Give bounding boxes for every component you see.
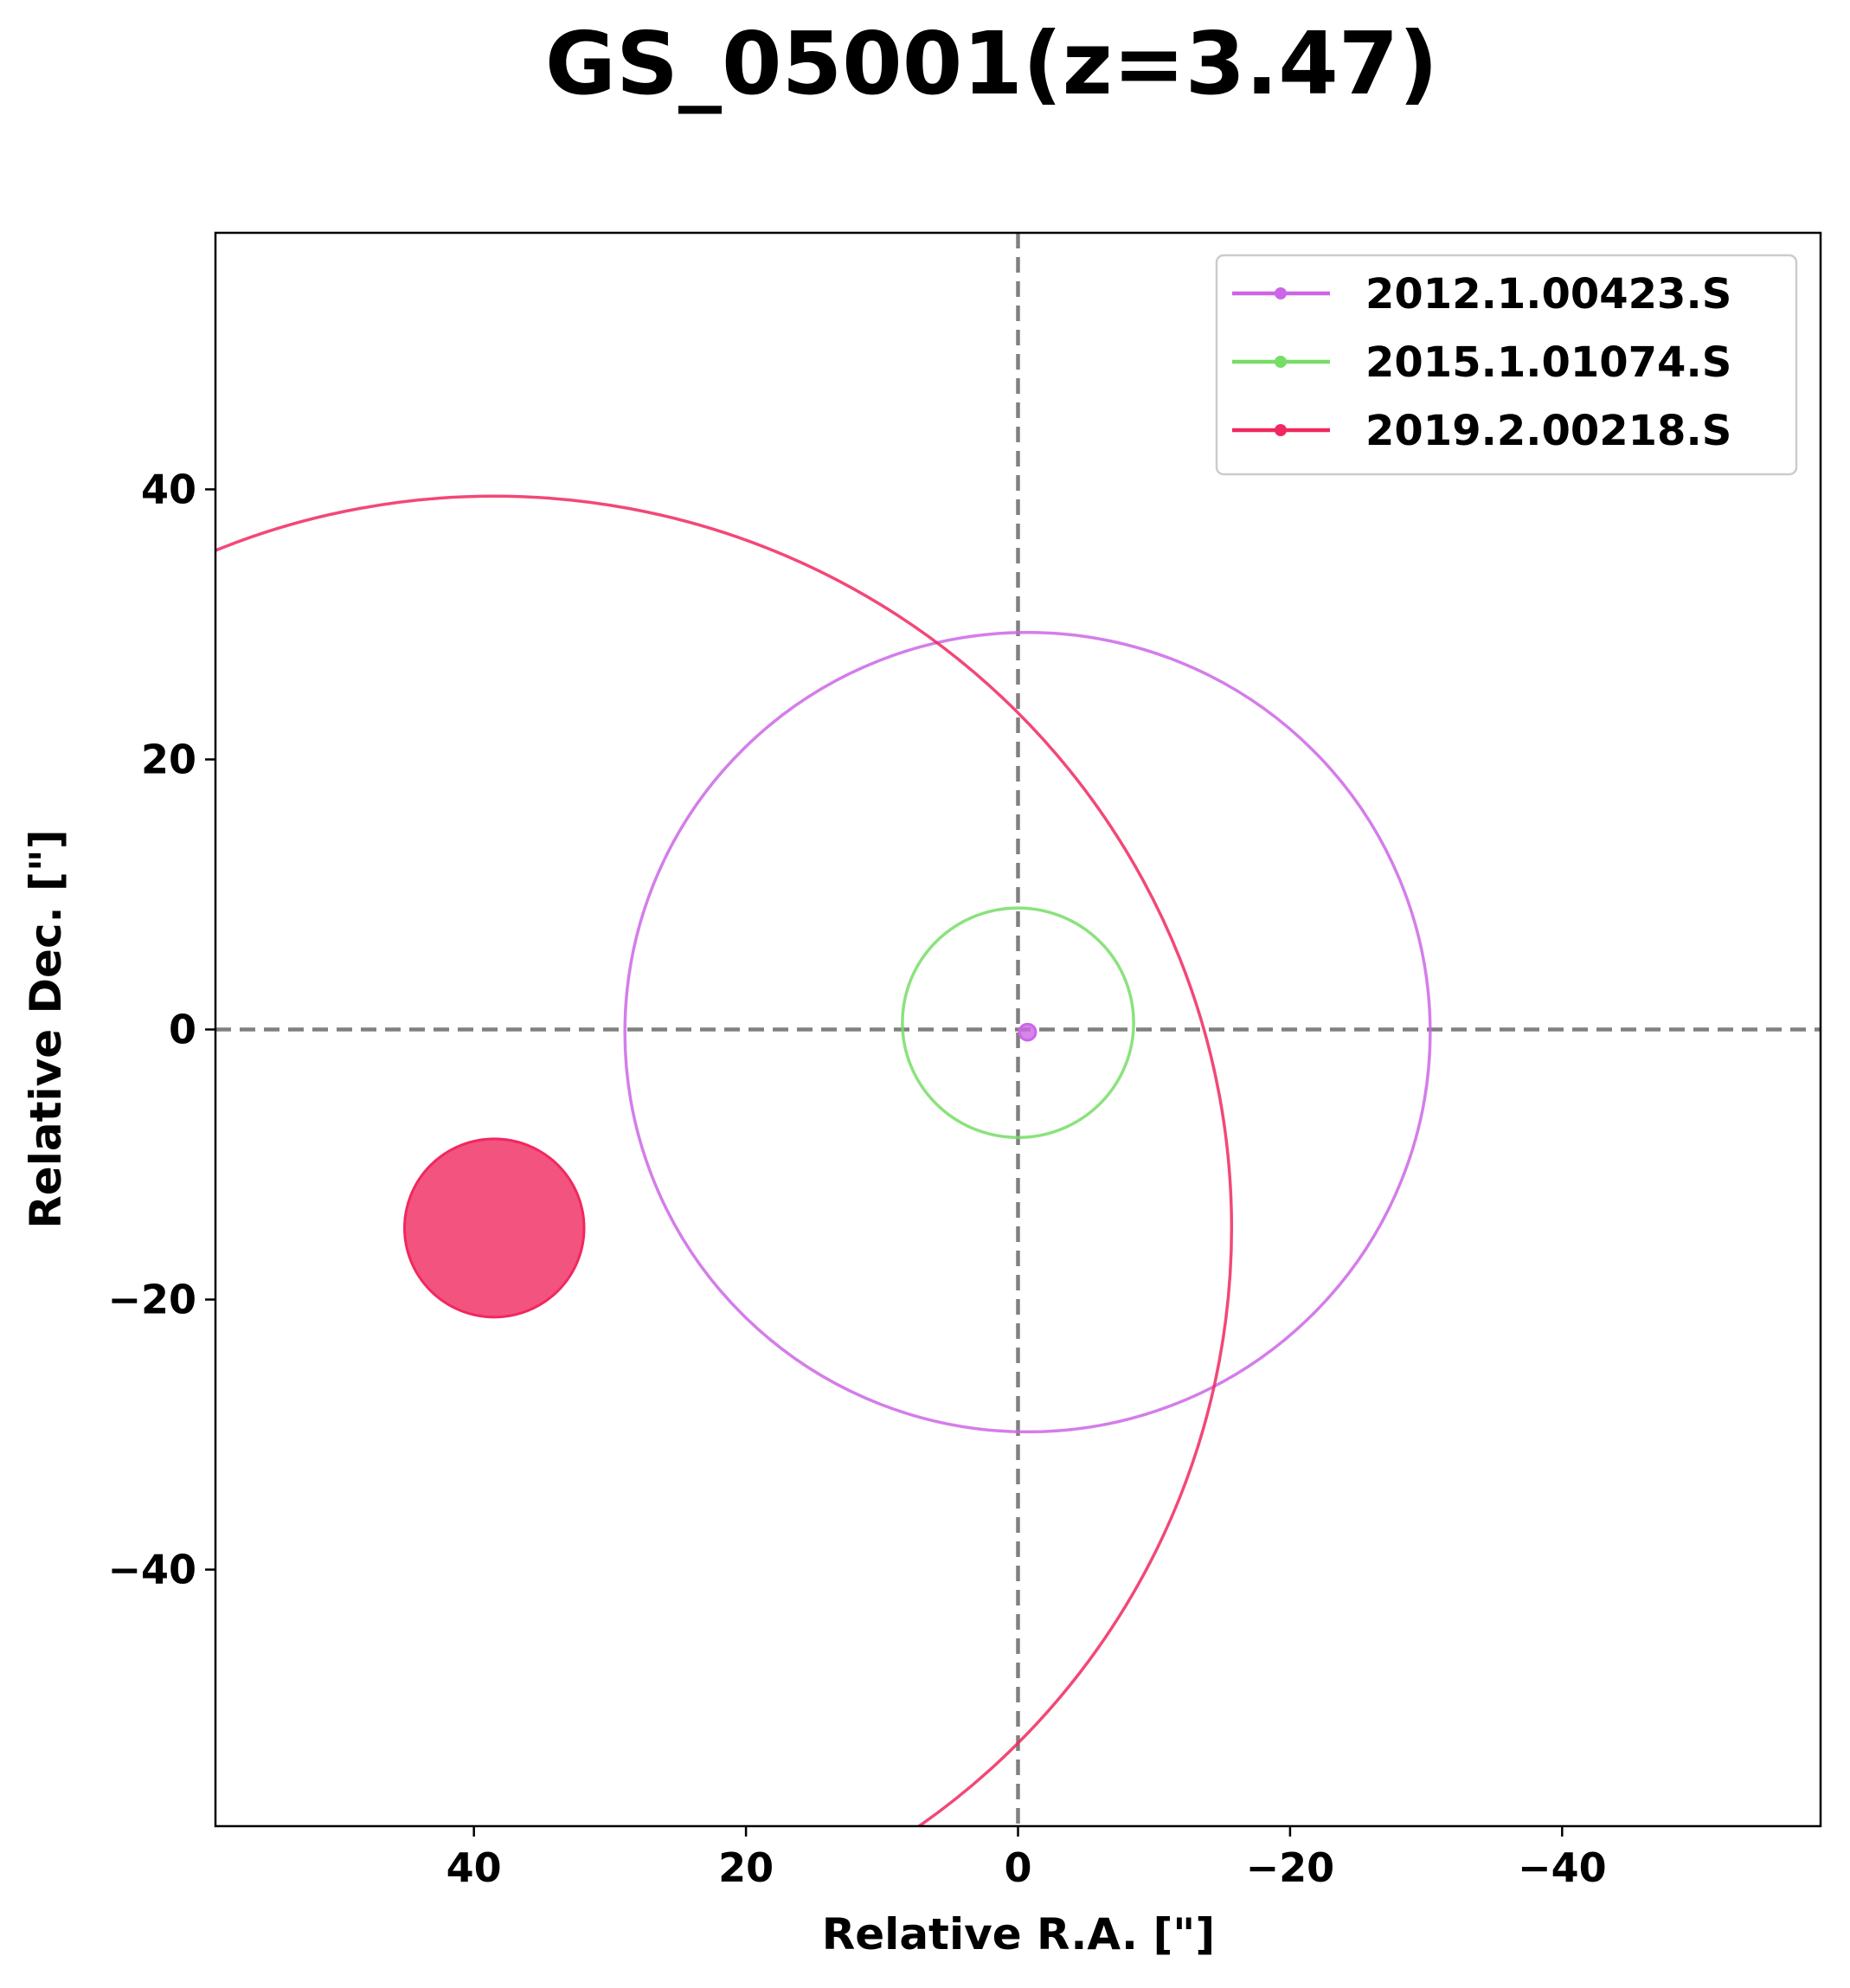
legend: 2012.1.00423.S 2015.1.01074.S 2019.2.00218… xyxy=(1215,254,1798,476)
chart-title: GS_05001(z=3.47) xyxy=(545,13,1438,114)
x-axis-ticks: 40 20 0 −20 −40 xyxy=(446,1826,1607,1891)
y-tick-label: 20 xyxy=(141,736,196,782)
legend-entries: 2012.1.00423.S 2015.1.01074.S 2019.2.00218… xyxy=(1232,270,1731,455)
legend-marker-0 xyxy=(1275,287,1287,299)
legend-label-1: 2015.1.01074.S xyxy=(1365,338,1731,387)
legend-label-0: 2012.1.00423.S xyxy=(1365,270,1731,318)
plot-area xyxy=(215,233,1821,1826)
chart-marks xyxy=(215,494,1432,1826)
series-2-field-of-view-circle xyxy=(215,494,1233,1826)
x-axis-label: Relative R.A. ["] xyxy=(822,1909,1215,1959)
x-tick-label: 0 xyxy=(1004,1844,1031,1891)
series-1-field-of-view-circle xyxy=(901,906,1135,1140)
series-2-source-marker xyxy=(403,1137,586,1319)
x-tick-label: 40 xyxy=(446,1844,502,1891)
legend-marker-1 xyxy=(1275,356,1287,368)
y-tick-label: 0 xyxy=(169,1007,196,1053)
series-0-field-of-view-circle xyxy=(623,631,1432,1434)
legend-frame xyxy=(1215,254,1798,476)
y-tick-label: −40 xyxy=(107,1547,196,1593)
x-tick-label: −40 xyxy=(1518,1844,1607,1891)
x-tick-label: 20 xyxy=(718,1844,774,1891)
y-axis-label: Relative Dec. ["] xyxy=(21,829,71,1228)
legend-marker-2 xyxy=(1275,424,1287,436)
y-tick-label: −20 xyxy=(107,1277,196,1323)
legend-label-2: 2019.2.00218.S xyxy=(1365,407,1731,455)
y-axis-ticks: 40 20 0 −20 −40 xyxy=(107,466,215,1593)
y-tick-label: 40 xyxy=(141,466,196,512)
series-0-source-marker xyxy=(1018,1022,1037,1042)
x-tick-label: −20 xyxy=(1246,1844,1335,1891)
